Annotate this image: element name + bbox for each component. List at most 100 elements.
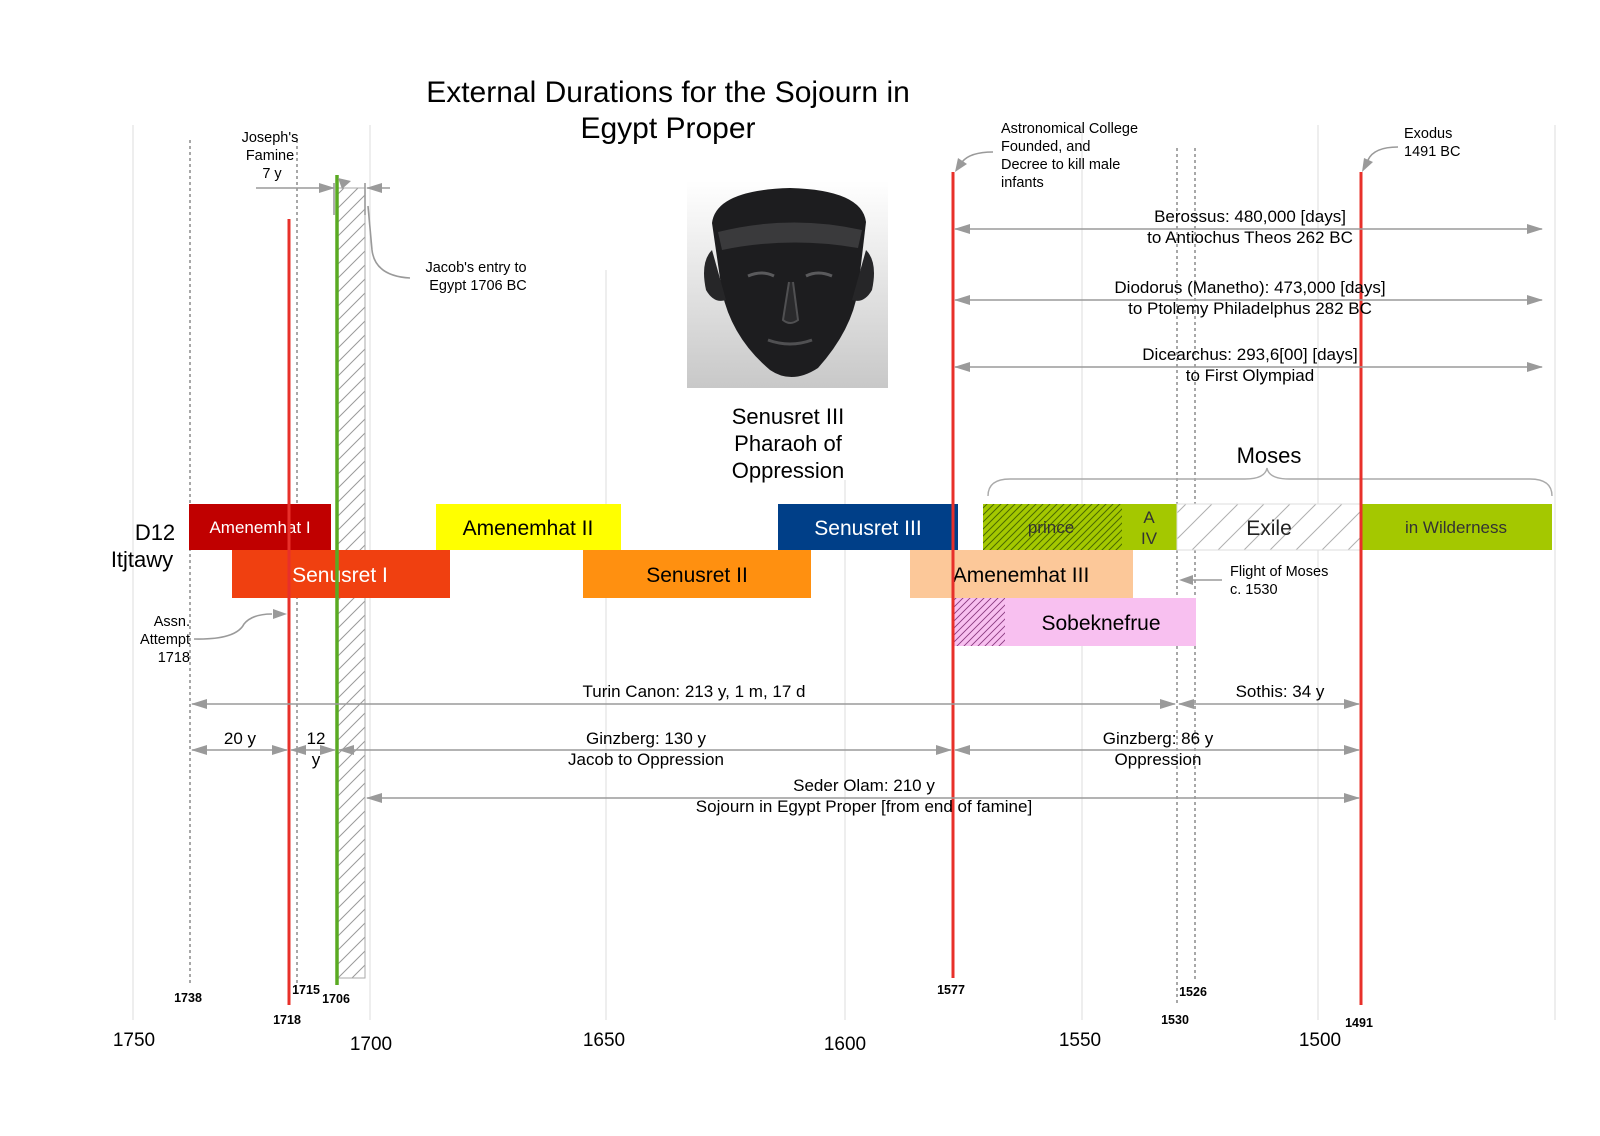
annotation-text: Founded, and: [1001, 139, 1091, 155]
x-tick-label: 1650: [583, 1030, 625, 1051]
dynasty-capital: Itjtawy: [111, 547, 173, 572]
reign-bar-amenemhat-iii: [910, 550, 1133, 598]
event-year-label: 1491: [1345, 1016, 1373, 1030]
x-tick-label: 1750: [113, 1030, 155, 1051]
event-year-label: 1706: [322, 992, 350, 1006]
reign-bar-sobeknefrue: [1005, 598, 1196, 646]
reign-amenemhat-iii: Amenemhat III: [910, 550, 1133, 598]
moses-phase-label: in Wilderness: [1405, 518, 1507, 537]
statue-eyes: [747, 271, 833, 278]
duration-label: Jacob to Oppression: [568, 750, 724, 769]
college-leader-arrowhead: [955, 158, 967, 172]
annotation-text: infants: [1001, 175, 1044, 191]
reign-label: Senusret II: [646, 564, 748, 587]
event-solid-lines: [287, 172, 1363, 1005]
annotation-text: Decree to kill male: [1001, 157, 1120, 173]
moses-phase-exile: [1176, 503, 1362, 551]
moses-phase-a-iv: [1122, 504, 1177, 550]
x-tick-label: 1550: [1059, 1030, 1101, 1051]
duration-label: Turin Canon: 213 y, 1 m, 17 d: [582, 682, 805, 701]
caption-line: Pharaoh of: [734, 431, 843, 456]
duration-label: Dicearchus: 293,6[00] [days]: [1142, 345, 1357, 364]
senusret-iii-portrait: [687, 181, 888, 388]
event-year-label: 1526: [1179, 985, 1207, 999]
duration-label: Diodorus (Manetho): 473,000 [days]: [1114, 278, 1385, 297]
reign-label: Senusret III: [814, 517, 921, 540]
duration-label: Ginzberg: 130 y: [586, 729, 707, 748]
annotation-text: Exodus: [1404, 126, 1452, 142]
duration-label: Sojourn in Egypt Proper [from end of fam…: [696, 797, 1032, 816]
reign-bar-sobeknefrue-coregency: [953, 598, 1005, 646]
diagram-title: External Durations for the Sojourn in Eg…: [426, 76, 910, 145]
moses-phase-label: prince: [1028, 518, 1074, 537]
annotation-text: Jacob's entry to: [425, 260, 526, 276]
annotation-text: 1491 BC: [1404, 144, 1460, 160]
x-axis-tick-labels: 1750 1700 1650 1600 1550 1500: [113, 1030, 1341, 1055]
exodus-leader-arrowhead: [1362, 158, 1373, 172]
statue-left-ear: [704, 250, 726, 301]
caption-line: Senusret III: [732, 404, 845, 429]
duration-label: to Antiochus Theos 262 BC: [1147, 228, 1353, 247]
reign-senusret-ii: Senusret II: [583, 550, 811, 598]
annotation-jacobs-entry: Jacob's entry to Egypt 1706 BC: [338, 178, 527, 294]
reign-bars: Amenemhat I Senusret I Amenemhat II Senu…: [189, 504, 1196, 646]
annotation-text: Flight of Moses: [1230, 564, 1328, 580]
reign-bar-amenemhat-i: [189, 504, 331, 550]
annotation-exodus: Exodus 1491 BC: [1362, 126, 1460, 172]
x-tick-label: 1600: [824, 1034, 866, 1055]
reign-label: Amenemhat I: [209, 518, 310, 537]
annotation-astronomical-college: Astronomical College Founded, and Decree…: [955, 121, 1138, 191]
reign-label: Amenemhat III: [953, 564, 1090, 587]
assn-leader-arrowhead: [273, 609, 287, 619]
duration-label: y: [312, 750, 321, 769]
statue-headband: [718, 222, 862, 250]
annotation-text: Astronomical College: [1001, 121, 1138, 137]
reign-label: Sobeknefrue: [1041, 612, 1160, 635]
exodus-leader-line: [1367, 146, 1399, 161]
annotation-text: c. 1530: [1230, 582, 1278, 598]
moses-lifespan: prince A IV Exile in Wilderness Moses: [983, 443, 1553, 551]
duration-label: 12: [307, 729, 326, 748]
moses-phase-label: Exile: [1246, 517, 1292, 540]
portrait-caption: Senusret III Pharaoh of Oppression: [732, 404, 845, 483]
reign-amenemhat-ii: Amenemhat II: [436, 504, 621, 550]
assn-leader-line: [193, 613, 273, 640]
reign-amenemhat-i: Amenemhat I: [189, 504, 331, 550]
dynasty-number: D12: [135, 520, 175, 545]
dynasty-label: D12 Itjtawy: [111, 520, 175, 572]
reign-label: Senusret I: [292, 564, 388, 587]
event-year-label: 1577: [937, 983, 965, 997]
annotation-text: Joseph's: [242, 130, 299, 146]
duration-label: Ginzberg: 86 y: [1103, 729, 1214, 748]
statue-nose: [781, 281, 800, 324]
college-leader-line: [961, 151, 994, 163]
moses-phase-label: A: [1143, 508, 1155, 527]
jacob-leader-line: [367, 205, 411, 279]
event-year-label: 1738: [174, 991, 202, 1005]
reign-bar-amenemhat-ii: [436, 504, 621, 550]
duration-label: 20 y: [224, 729, 257, 748]
x-tick-label: 1700: [350, 1034, 392, 1055]
annotation-text: 1718: [158, 650, 190, 666]
jacob-leader-arrowhead: [338, 178, 351, 189]
annotation-text: Assn.: [154, 614, 190, 630]
event-year-label: 1530: [1161, 1013, 1189, 1027]
statue-mouth: [767, 338, 813, 346]
reign-sobeknefrue: Sobeknefrue: [953, 598, 1196, 646]
annotation-assassination-attempt: Assn. Attempt 1718: [140, 609, 287, 666]
annotation-josephs-famine: Joseph's Famine 7 y: [242, 130, 390, 215]
statue-right-ear: [852, 250, 874, 301]
annotation-text: 7 y: [262, 166, 282, 182]
caption-line: Oppression: [732, 458, 845, 483]
moses-phase-prince: [983, 504, 1122, 550]
event-year-labels: 1738 1718 1715 1706 1577 1530 1526 1491: [174, 983, 1373, 1030]
flight-leader-arrowhead: [1179, 575, 1193, 585]
reign-label: Amenemhat II: [463, 517, 594, 540]
moses-brace: [987, 467, 1553, 497]
moses-label: Moses: [1237, 443, 1302, 468]
event-year-label: 1715: [292, 983, 320, 997]
title-line-2: Egypt Proper: [580, 112, 755, 145]
external-duration-arrows: Berossus: 480,000 [days] to Antiochus Th…: [954, 207, 1543, 385]
duration-label: Sothis: 34 y: [1236, 682, 1325, 701]
